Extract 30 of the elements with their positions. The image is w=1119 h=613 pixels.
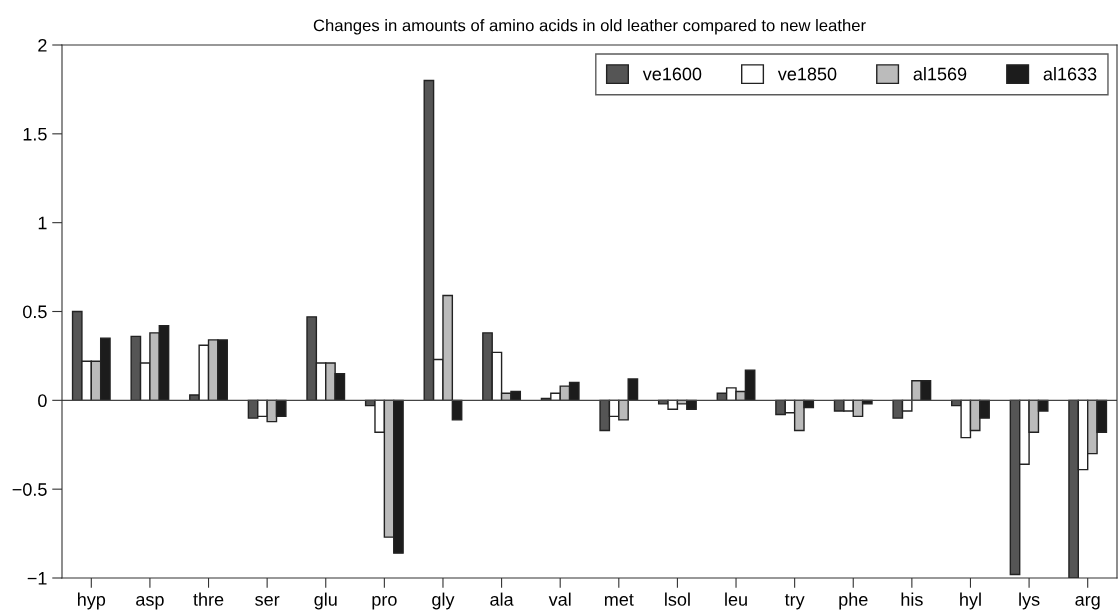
- x-tick-label: val: [548, 592, 571, 606]
- x-tick-label: ala: [490, 592, 514, 606]
- x-tick-label: lsol: [665, 592, 690, 606]
- y-tick-label: −0.5: [12, 483, 47, 496]
- x-tick-label: asp: [136, 595, 164, 610]
- x-tick-label: thre: [193, 592, 224, 606]
- y-tick-label: 0.5: [23, 305, 47, 319]
- x-tick-label: try: [784, 593, 805, 610]
- x-tick-label: phe: [839, 592, 868, 610]
- x-tick-label: his: [901, 592, 923, 606]
- x-tick-label: hyl: [960, 592, 981, 610]
- chart-title: Changes in amounts of amino acids in old leather compared to new leather: [313, 19, 866, 35]
- x-tick-label: glu: [314, 592, 337, 610]
- x-tick-label: arg: [1075, 595, 1100, 610]
- y-tick-label: 0: [38, 394, 47, 408]
- legend-label: al1633: [1043, 67, 1097, 81]
- x-tick-label: leu: [725, 592, 747, 606]
- x-tick-label: lys: [1019, 592, 1040, 610]
- x-tick-label: pro: [372, 595, 397, 610]
- x-tick-label: hyp: [78, 592, 106, 610]
- x-tick-label: gly: [432, 592, 455, 610]
- y-tick-label: 2: [38, 38, 47, 52]
- legend-label: al1569: [913, 67, 967, 81]
- y-tick-label: 1: [38, 216, 47, 230]
- x-tick-label: ser: [255, 595, 280, 606]
- y-tick-label: −1: [27, 572, 47, 585]
- y-tick-label: 1.5: [23, 127, 47, 141]
- legend-label: ve1850: [777, 67, 837, 81]
- legend-label: ve1600: [642, 67, 702, 81]
- x-tick-label: met: [604, 593, 634, 606]
